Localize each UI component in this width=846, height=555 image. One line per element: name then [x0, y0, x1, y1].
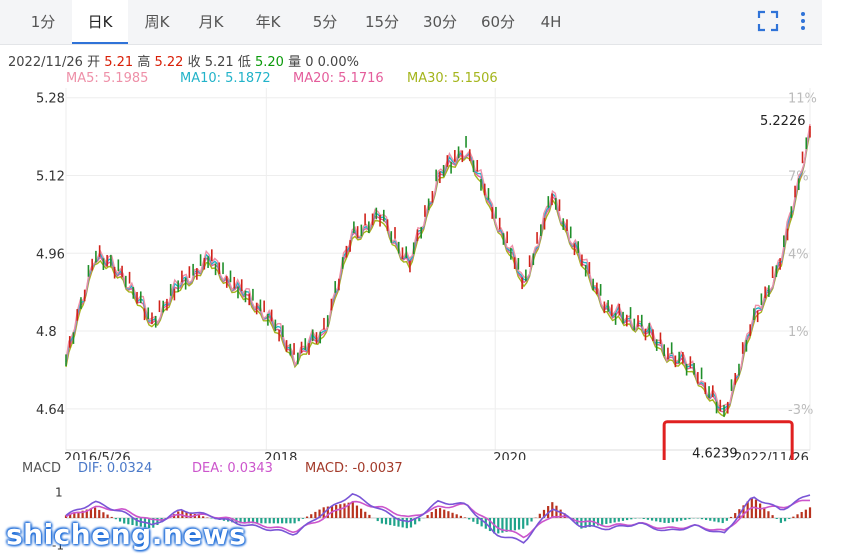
macd-y-tick-label: -1 — [52, 539, 64, 553]
y-tick-label: 4.8 — [36, 325, 57, 340]
period-tab-bar: 1分 日K 周K 月K 年K 5分 15分 30分 60分 4H — [0, 0, 822, 45]
ma30-legend: MA30: 5.1506 — [407, 71, 498, 86]
x-tick-label: 2022/11/26 — [734, 451, 809, 460]
fullscreen-icon[interactable] — [757, 10, 779, 32]
more-vertical-icon[interactable] — [792, 10, 814, 32]
volume-label: 量 — [288, 55, 302, 70]
ohlc-info: 2022/11/26 开 5.21 高 5.22 收 5.21 低 5.20 量… — [8, 51, 359, 70]
tab-monthly-k[interactable]: 月K — [198, 13, 224, 31]
macd-chart: 1 -1 — [52, 485, 812, 553]
y-tick-label: 4.64 — [36, 403, 65, 418]
right-axis-label: 4% — [788, 247, 809, 262]
min-annotation: 4.6239 — [692, 447, 738, 460]
x-tick-label: 2016/5/26 — [64, 451, 131, 460]
y-tick-label: 5.12 — [36, 170, 65, 185]
site-watermark: shicheng.news — [6, 518, 247, 551]
open-value: 5.21 — [104, 55, 134, 70]
open-label: 开 — [87, 55, 101, 70]
tab-yearly-k[interactable]: 年K — [255, 13, 281, 31]
x-tick-label: 2018 — [264, 451, 297, 460]
tab-weekly-k[interactable]: 周K — [144, 13, 170, 31]
dea-line — [65, 499, 811, 539]
price-chart: 5.28 11%5.12 7%4.96 4%4.8 1%4.64 -3%2016/5/26… — [36, 88, 817, 460]
macd-legend-macd: MACD: -0.0037 — [305, 461, 403, 476]
high-label: 高 — [137, 55, 151, 70]
right-axis-label: 1% — [788, 325, 809, 340]
ma5-legend: MA5: 5.1985 — [66, 71, 149, 86]
ma10-legend: MA10: 5.1872 — [180, 71, 271, 86]
max-annotation: 5.2226 — [760, 114, 806, 129]
ma20-legend: MA20: 5.1716 — [293, 71, 384, 86]
x-tick-label: 2020 — [493, 451, 526, 460]
macd-legend-dif: DIF: 0.0324 — [78, 461, 153, 476]
right-axis-label: -3% — [788, 403, 813, 418]
macd-legend-dea: DEA: 0.0343 — [192, 461, 273, 476]
y-tick-label: 5.28 — [36, 92, 65, 107]
tab-5min[interactable]: 5分 — [312, 13, 338, 31]
dif-line — [65, 493, 811, 544]
tab-15min[interactable]: 15分 — [364, 13, 400, 31]
info-date: 2022/11/26 — [8, 55, 83, 70]
ma-line — [65, 126, 811, 410]
y-tick-label: 4.96 — [36, 247, 65, 262]
min-highlight-box — [662, 420, 794, 460]
macd-y-tick-label: 1 — [55, 485, 63, 499]
change-value: 0.00% — [317, 55, 359, 70]
tab-60min[interactable]: 60分 — [480, 13, 516, 31]
high-value: 5.22 — [154, 55, 184, 70]
volume-value: 0 — [305, 55, 314, 70]
low-value: 5.20 — [254, 55, 284, 70]
macd-legend-title: MACD — [22, 461, 61, 476]
tab-4h[interactable]: 4H — [540, 13, 562, 31]
low-label: 低 — [237, 55, 251, 70]
right-axis-label: 11% — [788, 92, 817, 107]
close-label: 收 — [187, 55, 201, 70]
ma-line — [65, 123, 811, 408]
tab-1min[interactable]: 1分 — [30, 13, 56, 31]
tab-daily-k[interactable]: 日K — [72, 0, 128, 44]
close-value: 5.21 — [204, 55, 234, 70]
tab-30min[interactable]: 30分 — [422, 13, 458, 31]
